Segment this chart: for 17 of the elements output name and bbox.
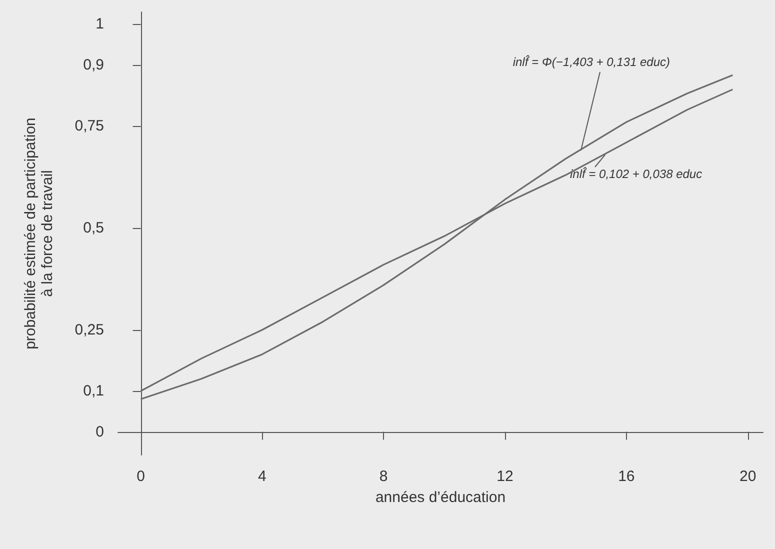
y-tick-label: 0,75	[74, 118, 104, 135]
x-axis-title: années d’éducation	[375, 489, 506, 506]
x-tick-label: 12	[496, 468, 514, 485]
y-axis-title: probabilité estimée de participation à la force de travail	[22, 118, 56, 350]
y-tick-label: 1	[96, 16, 104, 33]
x-tick-label: 0	[136, 468, 145, 485]
annotation: inlf̂ = 0,102 + 0,038 educ	[570, 167, 702, 181]
y-tick-label: 0,25	[74, 321, 104, 338]
y-tick-label: 0,9	[83, 56, 104, 74]
y-tick-label: 0	[96, 423, 104, 440]
annotation: inlf̂ = Φ(−1,403 + 0,131 educ)	[512, 55, 670, 69]
x-tick-label: 8	[379, 468, 388, 485]
y-tick-label: 0,1	[83, 382, 104, 400]
y-tick-label: 0,5	[83, 220, 104, 236]
x-tick-label: 4	[258, 468, 266, 485]
x-tick-label: 20	[739, 468, 756, 485]
x-tick-label: 16	[618, 468, 635, 485]
